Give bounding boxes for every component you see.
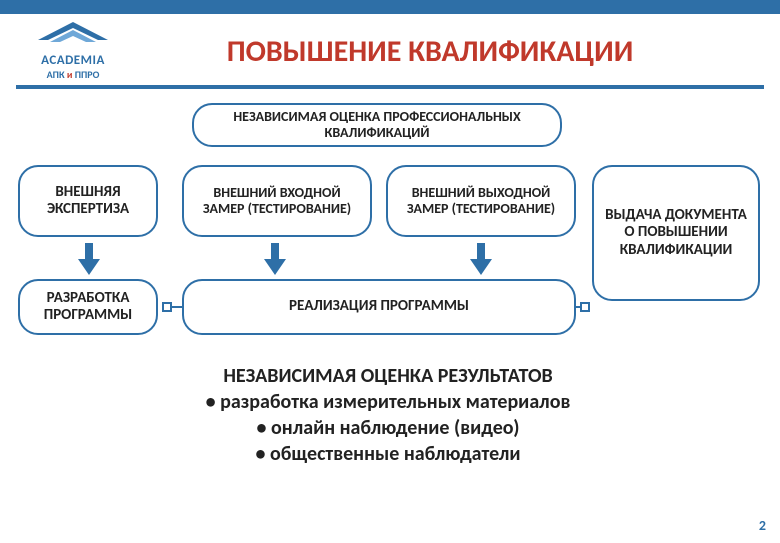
arrow-down-icon [264,243,286,275]
logo-roof-icon [38,22,108,46]
arrow-down-icon [470,243,492,275]
diagram-canvas: НЕЗАВИСИМАЯ ОЦЕНКА ПРОФЕССИОНАЛЬНЫХ КВАЛ… [0,103,780,543]
connector-line [172,306,182,308]
connector-square-icon [162,302,172,312]
results-block: НЕЗАВИСИМАЯ ОЦЕНКА РЕЗУЛЬТАТОВ • разрабо… [168,363,608,467]
box-output-test: ВНЕШНИЙ ВЫХОДНОЙ ЗАМЕР (ТЕСТИРОВАНИЕ) [386,165,576,237]
box-cert-issue: ВЫДАЧА ДОКУМЕНТА О ПОВЫШЕНИИ КВАЛИФИКАЦИ… [592,165,760,301]
results-bullet: • онлайн наблюдение (видео) [168,415,608,441]
logo-text-line2: АПК и ППРО [18,68,128,81]
box-program-dev: РАЗРАБОТКА ПРОГРАММЫ [18,279,158,335]
logo-text-line1: ACADEMIA [18,53,128,68]
connector-square-icon [580,302,590,312]
logo-sub-a: АПК [47,68,65,81]
page-number: 2 [759,517,766,534]
arrow-down-icon [78,243,100,275]
box-independent-eval: НЕЗАВИСИМАЯ ОЦЕНКА ПРОФЕССИОНАЛЬНЫХ КВАЛ… [192,103,562,147]
page-title: ПОВЫШЕНИЕ КВАЛИФИКАЦИИ [128,33,762,70]
logo: ACADEMIA АПК и ППРО [18,22,128,81]
results-bullet: • общественные наблюдатели [168,441,608,467]
box-input-test: ВНЕШНИЙ ВХОДНОЙ ЗАМЕР (ТЕСТИРОВАНИЕ) [182,165,372,237]
results-heading: НЕЗАВИСИМАЯ ОЦЕНКА РЕЗУЛЬТАТОВ [168,363,608,389]
top-bar [0,0,780,14]
title-divider [16,85,764,89]
box-program-impl: РЕАЛИЗАЦИЯ ПРОГРАММЫ [182,279,576,335]
box-external-expertise: ВНЕШНЯЯ ЭКСПЕРТИЗА [18,165,158,237]
logo-sub-and: и [65,68,75,81]
header: ACADEMIA АПК и ППРО ПОВЫШЕНИЕ КВАЛИФИКАЦ… [0,14,780,85]
logo-sub-b: ППРО [75,68,100,81]
results-bullet: • разработка измерительных материалов [168,389,608,415]
